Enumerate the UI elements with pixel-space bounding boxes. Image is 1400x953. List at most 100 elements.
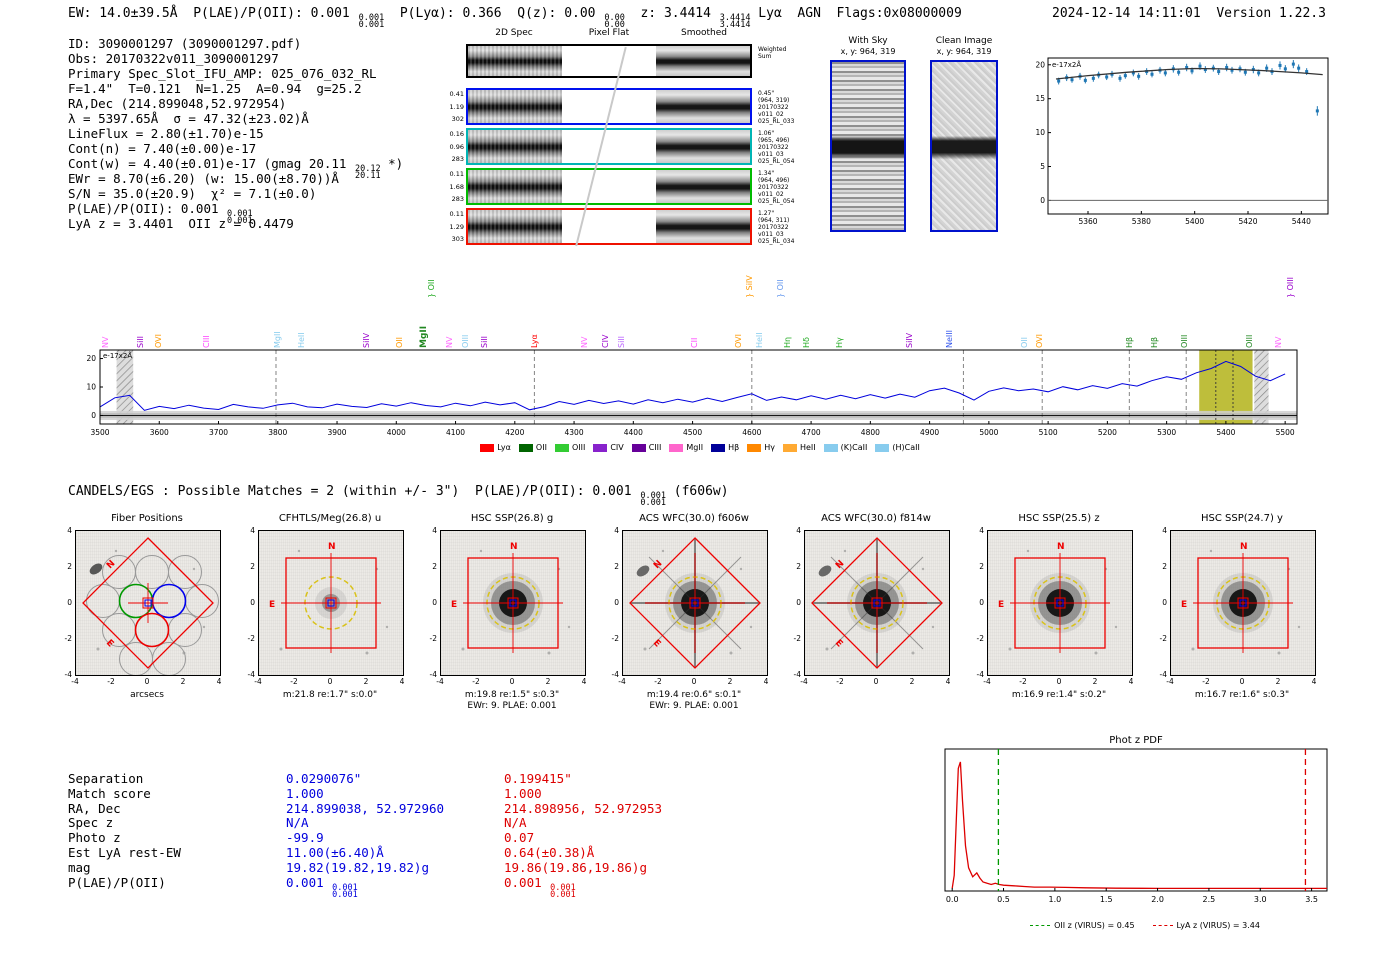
data-point bbox=[1217, 70, 1221, 74]
timestamp-version: 2024-12-14 14:11:01 Version 1.22.3 bbox=[1052, 6, 1326, 21]
y-tick-label: 10 bbox=[1035, 128, 1045, 137]
text-segment: 0.64(±0.38)Å bbox=[504, 844, 595, 860]
text-segment: 1.000 bbox=[286, 785, 324, 801]
cutout-xtick: 0 bbox=[1239, 677, 1245, 686]
data-point bbox=[1118, 76, 1122, 80]
stacked-value: 0.001 0.001 bbox=[227, 210, 253, 226]
spec2d-row bbox=[466, 128, 752, 165]
cutout-ytick: 4 bbox=[614, 526, 619, 535]
neighbor-galaxy bbox=[89, 563, 103, 575]
compass-east: E bbox=[451, 600, 457, 610]
spectrum-svg: 0 10 20 3500 3600 3700 3800 3900 4000 4100 4200 430… bbox=[86, 349, 1298, 437]
x-tick-label: 5360 bbox=[1078, 217, 1097, 226]
stacked-bottom: 0.00 bbox=[604, 20, 625, 31]
cutout-ytick: -2 bbox=[611, 634, 619, 643]
x-tick-label: 3.5 bbox=[1305, 895, 1318, 904]
cutout-xtick: 2 bbox=[727, 677, 733, 686]
spec2d-column-title: 2D Spec bbox=[495, 28, 533, 38]
legend-swatch bbox=[875, 443, 890, 452]
background-source bbox=[729, 651, 733, 655]
data-point bbox=[1305, 70, 1309, 74]
data-point bbox=[1083, 78, 1087, 82]
fiber-weight-label: 1.68 bbox=[449, 182, 464, 191]
fiber-id-label: v011_03 bbox=[758, 151, 784, 158]
data-point bbox=[1297, 66, 1301, 70]
text-segment: EWr = 8.70(±6.20) (w: 15.00(±8.70))Å bbox=[68, 171, 339, 186]
background-source bbox=[661, 549, 665, 553]
y-tick-label: 5 bbox=[1040, 162, 1045, 171]
x-tick-label: 1.0 bbox=[1049, 895, 1062, 904]
x-tick-label: 5400 bbox=[1185, 217, 1204, 226]
cutout-xtick: 2 bbox=[1275, 677, 1281, 686]
compass-east: E bbox=[998, 600, 1004, 610]
fiber-circle bbox=[119, 642, 153, 676]
legend-label: Hβ bbox=[728, 443, 740, 452]
x-tick-label: 5500 bbox=[1276, 428, 1295, 437]
x-tick-label: 5300 bbox=[1157, 428, 1176, 437]
cutout-xtick: 0 bbox=[509, 677, 515, 686]
cutout-xtick: -2 bbox=[290, 677, 298, 686]
emission-line-label: } OII bbox=[427, 279, 436, 298]
match-table-row: Est LyA rest-EW 11.00(±6.40)Å 0.64(±0.38)Å bbox=[68, 844, 722, 861]
text-segment: CANDELS/EGS : Possible Matches = 2 (with… bbox=[68, 484, 640, 499]
info-line: P(LAE)/P(OII): 0.001 0.001 0.001 bbox=[68, 201, 403, 226]
center-marker-blue bbox=[691, 599, 699, 607]
cutout-ytick: -2 bbox=[976, 634, 984, 643]
x-tick-label: 2.0 bbox=[1151, 895, 1164, 904]
legend-label: OII bbox=[535, 443, 547, 452]
legend-label: LyA z (VIRUS) = 3.44 bbox=[1176, 921, 1260, 930]
fiber-id-label: 1.34" bbox=[758, 170, 775, 177]
background-source bbox=[365, 651, 369, 655]
stacked-top: 0.001 bbox=[358, 13, 385, 23]
stacked-bottom: 0.001 bbox=[550, 889, 576, 900]
match-value-primary: 0.0290076" bbox=[286, 771, 504, 787]
text-segment: 11.00(±6.40)Å bbox=[286, 844, 384, 860]
fiber-id-label: 025_RL_033 bbox=[758, 118, 795, 125]
background-source bbox=[1008, 647, 1012, 651]
fiber-id-label: 20170322 bbox=[758, 224, 789, 231]
cutout-xtick: 2 bbox=[1092, 677, 1098, 686]
stacked-value: 3.4414 3.4414 bbox=[720, 14, 751, 30]
fiber-id-label: (964, 496) bbox=[758, 177, 790, 184]
cutout-xtick: -2 bbox=[1019, 677, 1027, 686]
info-line: Cont(w) = 4.40(±0.01)e-17 (gmag 20.11 20… bbox=[68, 156, 403, 181]
data-point bbox=[1137, 74, 1141, 78]
legend-label: Lyα bbox=[497, 443, 511, 452]
compass-north: N bbox=[834, 559, 846, 571]
center-marker-red bbox=[507, 597, 519, 609]
fiber-id-label: 025_RL_054 bbox=[758, 198, 795, 205]
cutout-xtick: -2 bbox=[1202, 677, 1210, 686]
cutout-ytick: 4 bbox=[432, 526, 437, 535]
data-point bbox=[1238, 67, 1242, 71]
fiber-id-label: 20170322 bbox=[758, 184, 789, 191]
cutout-title: ACS WFC(30.0) f606w bbox=[639, 513, 749, 524]
match-value-secondary: 214.898956, 52.972953 bbox=[504, 801, 722, 817]
spec2d-strip-smoothed bbox=[656, 210, 750, 243]
cutout-title: ACS WFC(30.0) f814w bbox=[821, 513, 931, 524]
legend-item: (H)CaII bbox=[875, 443, 920, 452]
cutout-xtick: -4 bbox=[436, 677, 444, 686]
text-segment: P(LAE)/P(OII): 0.001 bbox=[68, 201, 227, 216]
y-tick-label: 15 bbox=[1035, 94, 1045, 103]
stacked-top: 0.001 bbox=[550, 882, 576, 893]
spec2d-row bbox=[466, 168, 752, 205]
data-point bbox=[1110, 72, 1114, 76]
cutout-xtick: 0 bbox=[691, 677, 697, 686]
fiber-weight-label: 0.11 bbox=[449, 210, 464, 218]
stacked-bottom: 20.11 bbox=[354, 171, 381, 182]
stacked-top: 0.00 bbox=[604, 13, 625, 23]
fiber-circle bbox=[168, 555, 202, 589]
center-marker-blue bbox=[327, 599, 335, 607]
x-tick-label: 3600 bbox=[150, 428, 169, 437]
text-segment: Primary Spec_Slot_IFU_AMP: 025_076_032_R… bbox=[68, 66, 377, 81]
spec2d-row-left-labels: 0.41 1.19 302 bbox=[440, 88, 464, 125]
stacked-value: 0.001 0.001 bbox=[332, 883, 358, 899]
detection-info-block: ID: 3090001297 (3090001297.pdf) Obs: 2017… bbox=[68, 36, 403, 231]
data-point bbox=[1070, 78, 1074, 82]
match-table-row: Match score 1.000 1.000 bbox=[68, 785, 722, 802]
x-tick-label: 3800 bbox=[268, 428, 287, 437]
cutout-xtick: -4 bbox=[1166, 677, 1174, 686]
match-table-row: Spec z N/A N/A bbox=[68, 815, 722, 831]
